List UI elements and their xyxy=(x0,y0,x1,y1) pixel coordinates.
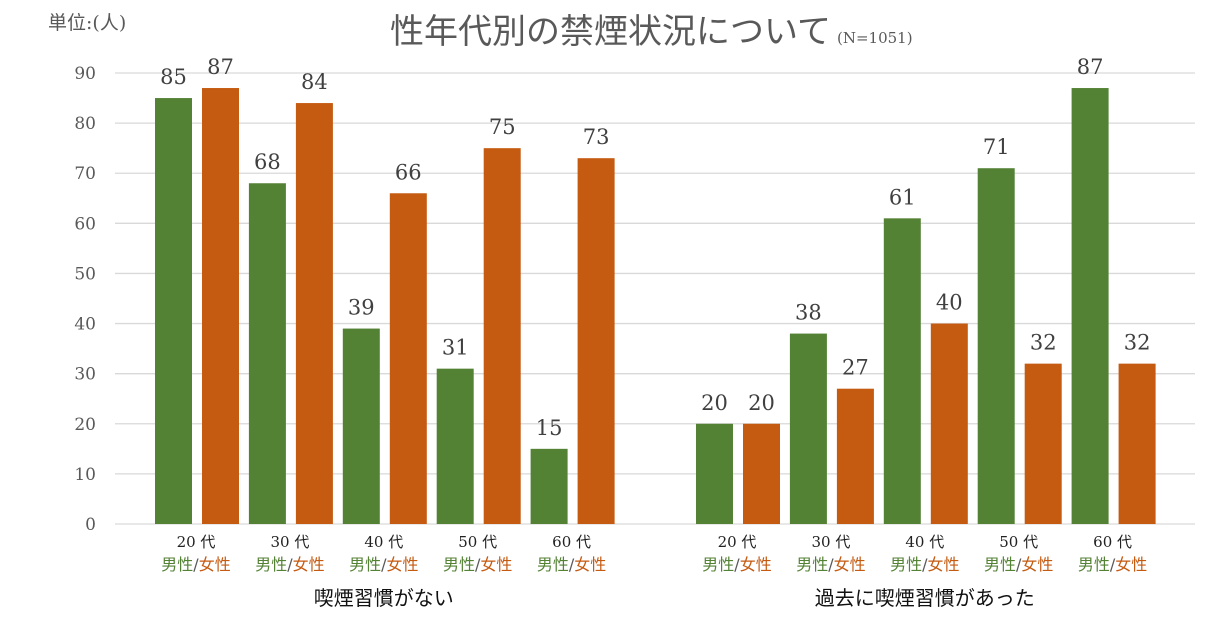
bar-male xyxy=(883,218,921,525)
x-tick-label: 50 代 xyxy=(999,533,1038,551)
data-label: 15 xyxy=(536,416,563,440)
data-label: 32 xyxy=(1124,331,1151,355)
data-label: 40 xyxy=(936,291,963,315)
bar-male xyxy=(248,183,286,524)
y-tick-label: 50 xyxy=(74,264,96,284)
data-label: 32 xyxy=(1030,331,1057,355)
data-label: 71 xyxy=(983,135,1010,159)
sex-label: 男性/女性 xyxy=(255,555,324,574)
bar-male xyxy=(789,333,827,524)
chart-subtitle: (N=1051) xyxy=(836,29,913,47)
chart-title-text: 性年代別の禁煙状況について xyxy=(390,12,831,52)
y-tick-label: 30 xyxy=(74,365,96,385)
sex-label: 男性/女性 xyxy=(796,555,865,574)
y-tick-label: 40 xyxy=(74,315,96,335)
bar-female xyxy=(295,103,333,525)
sex-label: 男性/女性 xyxy=(349,555,418,574)
data-label: 84 xyxy=(301,70,328,94)
y-tick-label: 60 xyxy=(74,214,96,234)
sex-label: 男性/女性 xyxy=(890,555,959,574)
data-label: 75 xyxy=(489,115,516,139)
bar-female xyxy=(483,148,521,524)
data-label: 38 xyxy=(795,301,822,325)
x-tick-label: 30 代 xyxy=(270,533,309,551)
sex-label: 男性/女性 xyxy=(161,555,230,574)
x-tick-label: 20 代 xyxy=(177,533,216,551)
bar-female xyxy=(1118,363,1156,524)
x-tick-label: 20 代 xyxy=(718,533,757,551)
x-tick-label: 30 代 xyxy=(811,533,850,551)
y-tick-label: 90 xyxy=(74,64,96,84)
data-label: 39 xyxy=(348,296,375,320)
bar-female xyxy=(1024,363,1062,524)
group-label: 過去に喫煙習慣があった xyxy=(815,586,1035,610)
sex-label: 男性/女性 xyxy=(702,555,771,574)
x-tick-label: 40 代 xyxy=(905,533,944,551)
data-label: 66 xyxy=(395,160,422,184)
unit-label: 単位:(人) xyxy=(48,12,127,34)
group-label: 喫煙習慣がない xyxy=(314,586,454,610)
x-tick-label: 40 代 xyxy=(364,533,403,551)
bar-male xyxy=(155,98,192,525)
bar-male xyxy=(436,368,474,524)
y-tick-label: 0 xyxy=(85,515,96,535)
data-label: 20 xyxy=(748,391,775,415)
data-label: 87 xyxy=(1077,55,1104,79)
data-label: 31 xyxy=(442,336,469,360)
y-tick-label: 80 xyxy=(74,114,96,134)
bar-male xyxy=(1071,88,1109,525)
data-label: 85 xyxy=(160,65,187,89)
bar-female xyxy=(836,388,874,524)
y-tick-label: 20 xyxy=(74,415,96,435)
bar-female xyxy=(389,193,427,524)
data-label: 73 xyxy=(583,125,610,149)
bar-female xyxy=(202,88,239,525)
x-tick-label: 60 代 xyxy=(1093,533,1132,551)
x-tick-label: 50 代 xyxy=(458,533,497,551)
data-label: 20 xyxy=(701,391,728,415)
bar-male xyxy=(342,328,380,524)
bar-female xyxy=(930,323,968,524)
sex-label: 男性/女性 xyxy=(443,555,512,574)
y-tick-label: 70 xyxy=(74,164,96,184)
sex-label: 男性/女性 xyxy=(1078,555,1147,574)
sex-label: 男性/女性 xyxy=(537,555,606,574)
bar-male xyxy=(530,448,568,524)
x-tick-label: 60 代 xyxy=(552,533,591,551)
bar-male xyxy=(977,168,1015,524)
chart-title: 性年代別の禁煙状況について (N=1051) xyxy=(390,4,913,53)
sex-label: 男性/女性 xyxy=(984,555,1053,574)
data-label: 68 xyxy=(254,150,281,174)
data-label: 27 xyxy=(842,356,869,380)
bar-male xyxy=(696,423,733,524)
y-tick-label: 10 xyxy=(74,465,96,485)
bar-female xyxy=(743,423,780,524)
data-label: 61 xyxy=(889,185,916,209)
bar-female xyxy=(577,158,615,524)
data-label: 87 xyxy=(207,55,234,79)
